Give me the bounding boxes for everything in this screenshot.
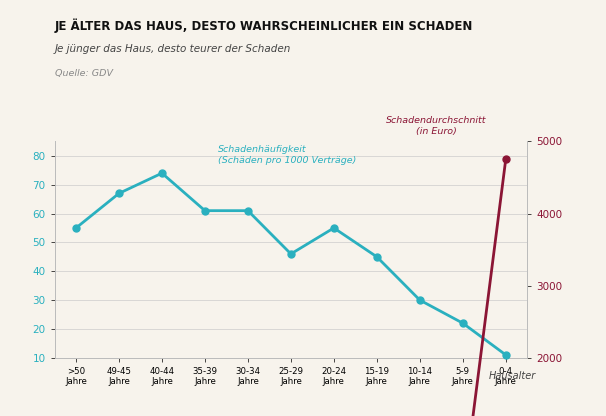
Text: JE ÄLTER DAS HAUS, DESTO WAHRSCHEINLICHER EIN SCHADEN: JE ÄLTER DAS HAUS, DESTO WAHRSCHEINLICHE… xyxy=(55,19,473,33)
Text: Quelle: GDV: Quelle: GDV xyxy=(55,69,113,78)
Text: Hausalter: Hausalter xyxy=(489,371,536,381)
Text: Schadendurchschnitt
(in Euro): Schadendurchschnitt (in Euro) xyxy=(386,116,487,136)
Text: Schadenhäufigkeit
(Schäden pro 1000 Verträge): Schadenhäufigkeit (Schäden pro 1000 Vert… xyxy=(218,145,356,164)
Text: Je jünger das Haus, desto teurer der Schaden: Je jünger das Haus, desto teurer der Sch… xyxy=(55,44,291,54)
